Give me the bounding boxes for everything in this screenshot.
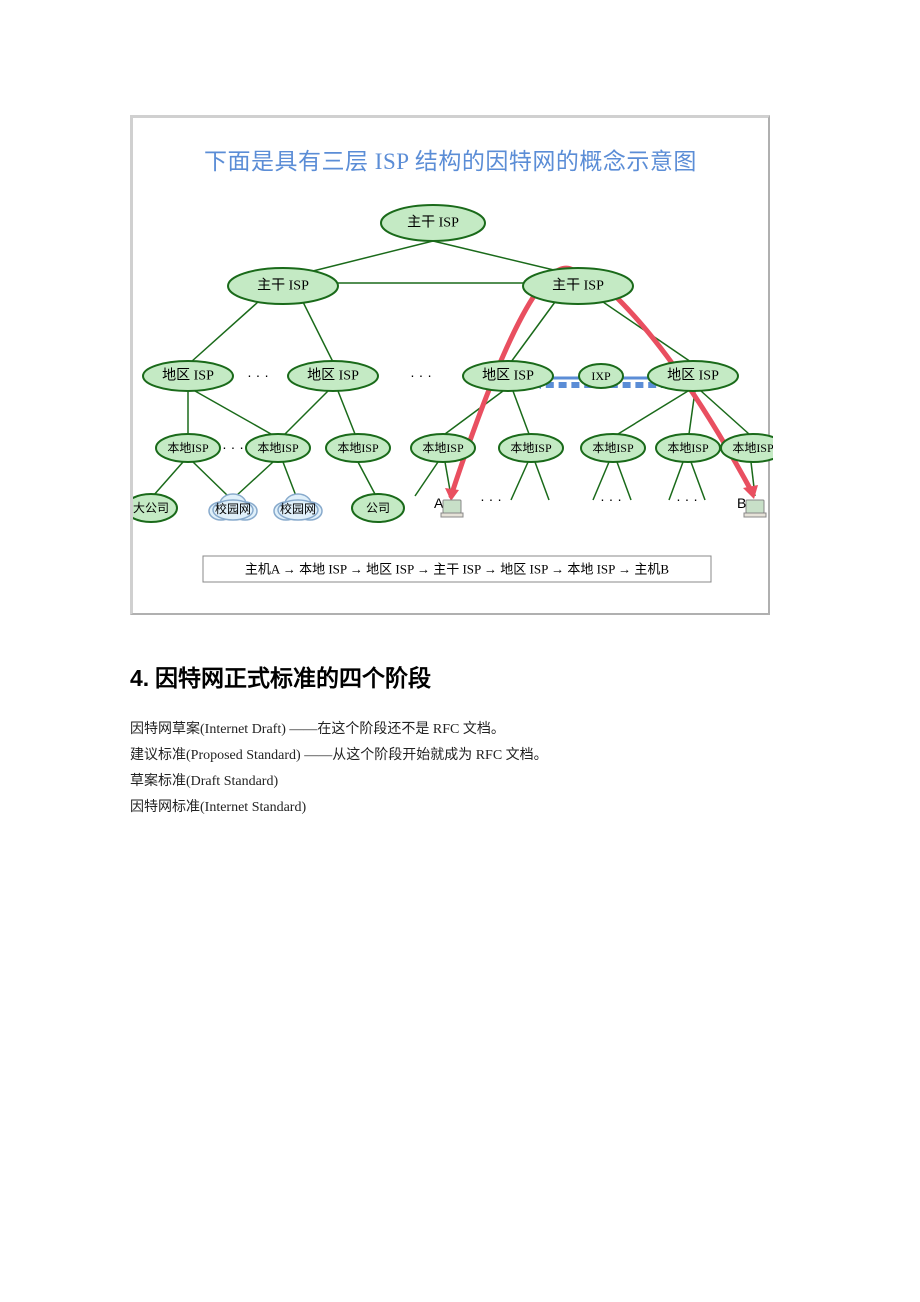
svg-text:· · ·: · · · [222, 439, 244, 455]
svg-text:地区 ISP: 地区 ISP [482, 368, 534, 384]
standard-stage-1: 因特网草案(Internet Draft) ——在这个阶段还不是 RFC 文档。 [130, 717, 790, 743]
section-title: 因特网正式标准的四个阶段 [155, 666, 431, 691]
svg-text:本地ISP: 本地ISP [337, 441, 379, 455]
isp-diagram-container: 下面是具有三层 ISP 结构的因特网的概念示意图 主干 ISP主干 ISP主干 … [130, 115, 770, 615]
svg-text:大公司: 大公司 [133, 501, 169, 515]
svg-text:本地ISP: 本地ISP [422, 441, 464, 455]
section-number: 4. [130, 665, 149, 691]
section-heading: 4. 因特网正式标准的四个阶段 [130, 659, 790, 693]
svg-text:公司: 公司 [366, 501, 390, 515]
svg-text:主干 ISP: 主干 ISP [257, 278, 309, 294]
svg-text:本地ISP: 本地ISP [510, 441, 552, 455]
svg-text:主干 ISP: 主干 ISP [407, 215, 459, 231]
diagram-title: 下面是具有三层 ISP 结构的因特网的概念示意图 [133, 118, 768, 176]
svg-text:· · ·: · · · [480, 491, 502, 507]
svg-text:地区 ISP: 地区 ISP [307, 368, 359, 384]
svg-text:本地ISP: 本地ISP [732, 441, 773, 455]
isp-hierarchy-chart: 主干 ISP 主干 ISP 主干 ISP 地区 ISP 地区 ISP 地区 ISP 地区 I… [133, 188, 773, 588]
svg-text:主机A → 本地 ISP → 地区 ISP → 主干 ISP: 主机A → 本地 ISP → 地区 ISP → 主干 ISP → 地区 ISP … [245, 562, 669, 577]
standard-stage-4: 因特网标准(Internet Standard) [130, 795, 790, 821]
svg-text:主干 ISP: 主干 ISP [552, 278, 604, 294]
svg-text:本地ISP: 本地ISP [667, 441, 709, 455]
svg-text:· · ·: · · · [410, 367, 432, 383]
svg-text:地区 ISP: 地区 ISP [667, 368, 719, 384]
svg-text:本地ISP: 本地ISP [167, 441, 209, 455]
svg-text:校园网: 校园网 [215, 501, 251, 516]
svg-text:B: B [737, 495, 746, 511]
svg-text:本地ISP: 本地ISP [257, 441, 299, 455]
svg-text:· · ·: · · · [247, 367, 269, 383]
standard-stage-2: 建议标准(Proposed Standard) ——从这个阶段开始就成为 RFC… [130, 743, 790, 769]
svg-text:校园网: 校园网 [280, 501, 316, 516]
standard-stage-3: 草案标准(Draft Standard) [130, 769, 790, 795]
svg-text:地区 ISP: 地区 ISP [162, 368, 214, 384]
svg-text:· · ·: · · · [600, 491, 622, 507]
svg-text:本地ISP: 本地ISP [592, 441, 634, 455]
svg-text:IXP: IXP [591, 369, 611, 383]
svg-text:· · ·: · · · [676, 491, 698, 507]
